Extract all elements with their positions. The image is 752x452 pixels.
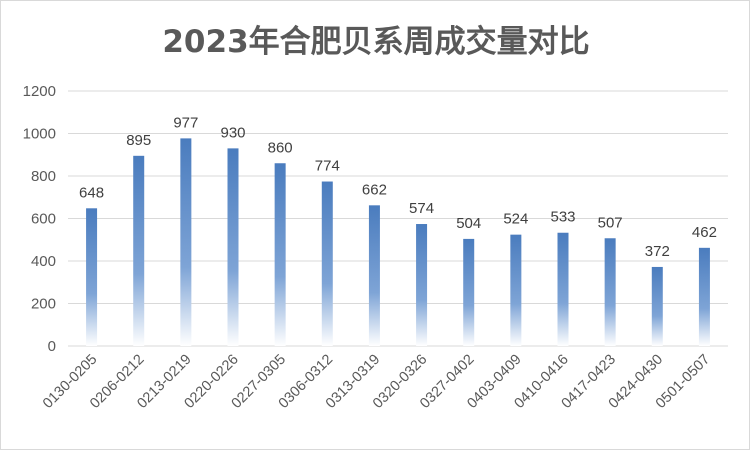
y-tick-label: 1000 <box>23 126 56 143</box>
bars <box>86 138 710 346</box>
bar <box>368 205 380 346</box>
bar <box>463 238 475 346</box>
x-axis-tick-labels: 0130-02050206-02120213-02190220-02260227… <box>40 352 713 412</box>
data-label: 504 <box>456 215 481 232</box>
data-label: 774 <box>315 158 340 175</box>
data-label: 648 <box>79 184 104 201</box>
bar <box>274 163 286 346</box>
bar <box>698 247 710 346</box>
y-tick-label: 200 <box>31 296 56 313</box>
data-label: 462 <box>692 224 717 241</box>
y-tick-label: 0 <box>48 338 56 355</box>
bar <box>604 238 616 346</box>
bar <box>651 266 663 346</box>
bar <box>86 208 98 346</box>
bar <box>180 138 192 346</box>
data-label: 977 <box>173 114 198 131</box>
y-tick-label: 600 <box>31 211 56 228</box>
bar <box>227 148 239 346</box>
gridlines <box>68 90 728 347</box>
y-tick-label: 1200 <box>23 83 56 100</box>
data-label: 524 <box>503 211 528 228</box>
data-label: 574 <box>409 200 434 217</box>
bar <box>510 234 522 346</box>
bar <box>557 232 569 346</box>
data-label: 860 <box>268 139 293 156</box>
data-label: 372 <box>645 243 670 260</box>
y-axis-tick-labels: 0 200 400 600 800 1000 1200 <box>23 83 56 355</box>
bar <box>321 181 333 346</box>
chart-title: 2023年合肥贝系周成交量对比 <box>162 24 589 60</box>
data-labels: 648 895 977 930 860 774 662 574 504 524 533 507 372 4… <box>79 114 717 260</box>
data-label: 507 <box>598 214 623 231</box>
data-label: 930 <box>220 124 245 141</box>
y-tick-label: 800 <box>31 168 56 185</box>
data-label: 662 <box>362 181 387 198</box>
data-label: 895 <box>126 132 151 149</box>
bar <box>133 155 145 346</box>
bar <box>416 224 428 346</box>
data-label: 533 <box>550 209 575 226</box>
y-tick-label: 400 <box>31 253 56 270</box>
